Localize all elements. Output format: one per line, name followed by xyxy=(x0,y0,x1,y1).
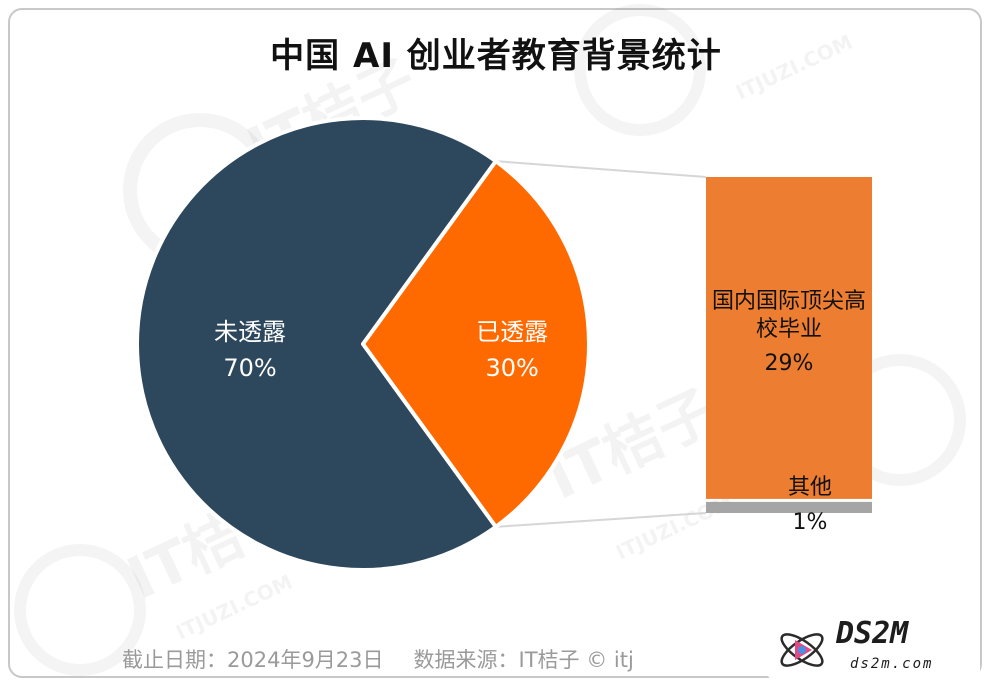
watermark-logo xyxy=(574,4,706,136)
watermark-logo xyxy=(14,544,146,676)
footer-date: 截止日期：2024年9月23日 xyxy=(122,648,384,672)
pie-slice-label: 未透露 xyxy=(214,318,286,346)
badge-name: DS2M xyxy=(836,616,909,651)
bar-segment-label-line: 校毕业 xyxy=(756,317,822,342)
pie-slice xyxy=(361,159,591,529)
chart-title: 中国 AI 创业者教育背景统计 xyxy=(270,36,722,76)
bar-segment-label: 国内国际顶尖高校毕业 xyxy=(712,289,866,342)
pie-chart: 未透露 70% 已透露 30% xyxy=(135,116,591,572)
bar-segment-value: 1% xyxy=(793,510,828,535)
pie-slice-value: 30% xyxy=(485,354,538,382)
connector-line xyxy=(495,160,707,178)
pie-slice xyxy=(135,116,498,572)
connector-line xyxy=(495,512,707,528)
breakdown-bar: 国内国际顶尖高校毕业 29% 其他 1% xyxy=(706,177,872,535)
atom-logo-icon xyxy=(780,633,824,667)
bar-segment xyxy=(706,501,872,513)
chart-frame xyxy=(8,8,982,678)
bar-segment-value: 29% xyxy=(765,351,814,376)
bar-segment xyxy=(706,177,872,499)
ds2m-badge: DS2M ds2m.com xyxy=(766,614,980,680)
pie-slice-value: 70% xyxy=(223,354,276,382)
bar-segment-label: 其他 xyxy=(788,475,832,500)
bar-segment-label-line: 国内国际顶尖高 xyxy=(712,289,866,314)
footer-source: 数据来源：IT桔子 © itj xyxy=(413,648,634,672)
badge-url: ds2m.com xyxy=(850,656,934,672)
watermark-url: ITJUZI.COM xyxy=(612,490,736,565)
connector-lines xyxy=(495,160,707,528)
pie-slice-label: 已透露 xyxy=(476,318,548,346)
watermark-url: ITJUZI.COM xyxy=(732,30,856,105)
footer: 截止日期：2024年9月23日 数据来源：IT桔子 © itj xyxy=(122,644,634,674)
